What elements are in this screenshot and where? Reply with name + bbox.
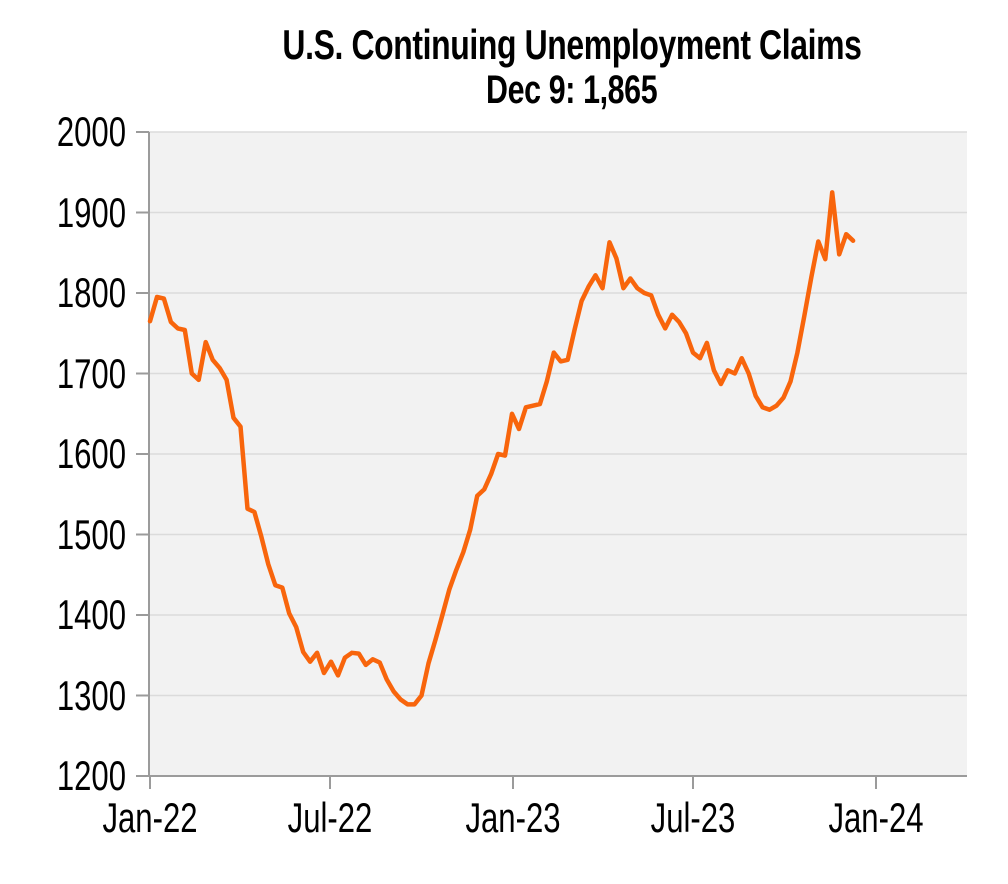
chart-title-text: U.S. Continuing Unemployment Claims (282, 21, 862, 68)
y-axis-label-1600: 1600 (56, 430, 126, 477)
chart-title: U.S. Continuing Unemployment Claims (140, 21, 1004, 68)
claims-data-line (147, 190, 856, 707)
y-axis-label-1200: 1200 (56, 752, 126, 799)
y-axis-label-1300: 1300 (56, 671, 126, 719)
x-axis-label-Jan-22: Jan-22 (102, 794, 198, 841)
y-axis-label-1900: 1900 (56, 188, 126, 236)
chart-subtitle: Dec 9: 1,865 (140, 68, 1004, 112)
x-axis-label-Jul-22: Jul-22 (287, 794, 373, 841)
x-axis-label-Jan-23: Jan-23 (465, 794, 561, 841)
chart-subtitle-text: Dec 9: 1,865 (486, 68, 658, 112)
y-axis-label-1700: 1700 (56, 349, 126, 397)
y-axis-label-1500: 1500 (56, 510, 126, 558)
y-axis-label-1800: 1800 (56, 269, 126, 316)
x-axis-label-Jul-23: Jul-23 (650, 794, 736, 841)
x-axis-label-Jan-24: Jan-24 (828, 794, 924, 841)
y-axis-label-1400: 1400 (56, 591, 126, 638)
y-axis-label-2000: 2000 (56, 108, 126, 155)
